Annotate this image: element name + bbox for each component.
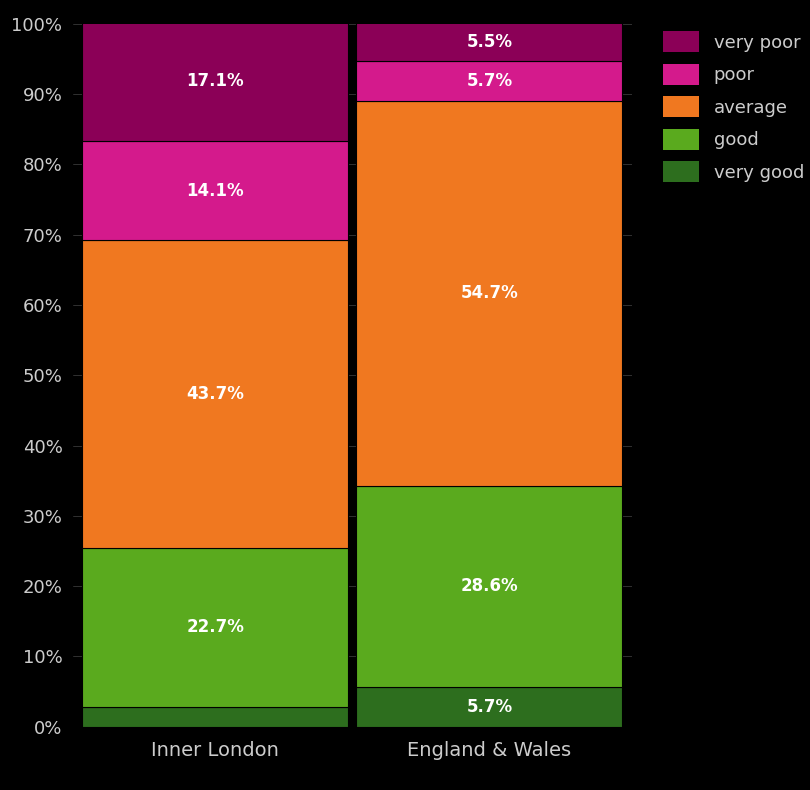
Bar xyxy=(356,61,622,101)
Text: 5.5%: 5.5% xyxy=(467,32,513,51)
Text: 43.7%: 43.7% xyxy=(186,385,245,403)
Text: 54.7%: 54.7% xyxy=(460,284,518,303)
Legend: very poor, poor, average, good, very good: very poor, poor, average, good, very goo… xyxy=(658,26,809,188)
Text: 22.7%: 22.7% xyxy=(186,619,245,636)
Bar xyxy=(83,21,348,141)
Text: 17.1%: 17.1% xyxy=(186,72,244,90)
Text: 28.6%: 28.6% xyxy=(461,577,518,595)
Bar xyxy=(83,240,348,547)
Text: 14.1%: 14.1% xyxy=(186,182,244,200)
Bar xyxy=(356,101,622,486)
Bar xyxy=(356,687,622,727)
Bar xyxy=(83,707,348,727)
Bar xyxy=(356,22,622,61)
Bar xyxy=(356,486,622,687)
Bar xyxy=(83,547,348,707)
Bar xyxy=(83,141,348,240)
Text: 5.7%: 5.7% xyxy=(467,698,513,716)
Text: 5.7%: 5.7% xyxy=(467,72,513,90)
